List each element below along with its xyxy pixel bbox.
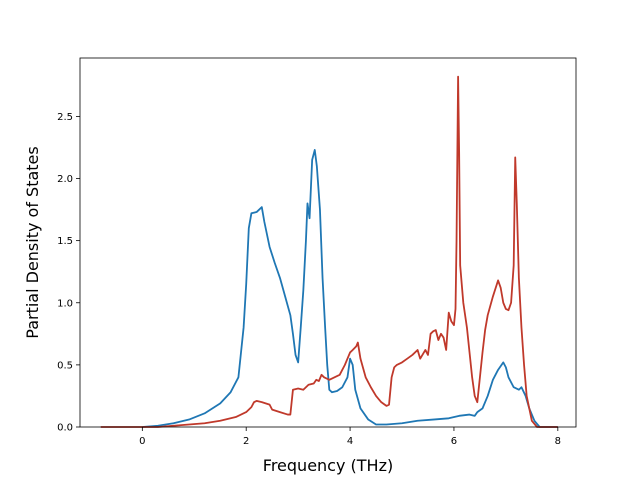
y-tick-label: 2.5 (57, 112, 73, 123)
x-tick-label: 4 (347, 436, 353, 447)
x-axis-label: Frequency (THz) (263, 456, 393, 475)
x-tick-label: 8 (555, 436, 561, 447)
y-axis-ticks: 0.0 0.5 1.0 1.5 2.0 2.5 (57, 112, 80, 434)
plot-lines (100, 75, 558, 428)
series-line-2 (100, 75, 558, 428)
series-line-1 (142, 149, 558, 428)
x-axis-ticks: 0 2 4 6 8 (139, 427, 561, 447)
x-tick-label: 0 (139, 436, 145, 447)
y-tick-label: 0.0 (57, 423, 73, 434)
y-tick-label: 1.0 (57, 298, 73, 309)
plot-frame (79, 57, 577, 428)
y-tick-label: 2.0 (57, 174, 73, 185)
y-tick-label: 0.5 (57, 360, 73, 371)
y-tick-label: 1.5 (57, 236, 73, 247)
x-tick-label: 2 (243, 436, 249, 447)
y-axis-label: Partial Density of States (23, 146, 42, 338)
x-tick-label: 6 (451, 436, 457, 447)
